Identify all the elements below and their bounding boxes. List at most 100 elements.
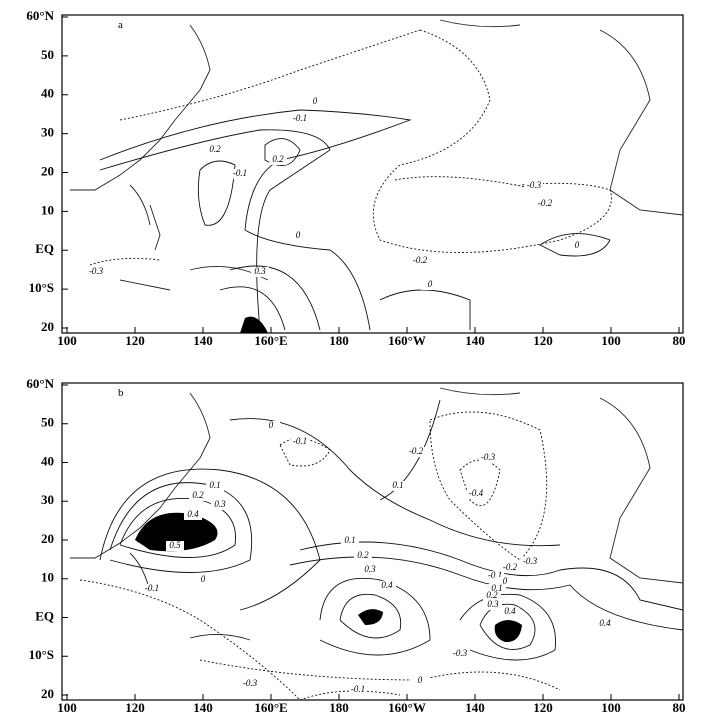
contour-label: -0.2 xyxy=(503,562,518,572)
contour-label: 0.1 xyxy=(209,480,220,490)
x-axis-label: 180 xyxy=(329,700,349,715)
y-axis-label: EQ xyxy=(35,608,54,623)
label-bg xyxy=(206,481,224,491)
contour-label: 0.3 xyxy=(487,599,499,609)
contour-label: -0.3 xyxy=(481,452,496,462)
x-axis-label: 140 xyxy=(193,700,213,715)
panel-label: b xyxy=(118,387,124,399)
label-bg xyxy=(378,581,396,591)
label-bg xyxy=(596,619,614,629)
y-axis-label: 40 xyxy=(41,453,54,468)
x-axis-label: 160°E xyxy=(254,333,287,348)
contour-label: -0.1 xyxy=(145,583,159,593)
x-axis-label: 100 xyxy=(601,333,621,348)
contour-label: 0.4 xyxy=(187,509,199,519)
label-bg xyxy=(306,97,324,107)
y-axis-label: 10 xyxy=(41,202,54,217)
contour-label: 0.2 xyxy=(192,490,204,500)
y-axis-label: 40 xyxy=(41,86,54,101)
x-axis-label: 140 xyxy=(193,333,213,348)
y-axis-label: 60°N xyxy=(26,8,54,23)
label-bg xyxy=(269,155,287,165)
y-axis-label: 50 xyxy=(41,47,54,62)
label-bg xyxy=(486,571,504,581)
contour-label: 0.3 xyxy=(364,564,376,574)
label-bg xyxy=(407,447,425,457)
label-bg xyxy=(536,199,554,209)
x-axis-label: 140 xyxy=(465,333,485,348)
contour-label: 0.4 xyxy=(599,618,611,628)
contour-label: 0 xyxy=(575,240,580,250)
contour-label: 0.2 xyxy=(357,550,369,560)
label-bg xyxy=(194,575,212,585)
contour-label: 0.4 xyxy=(381,580,393,590)
label-bg xyxy=(483,591,501,601)
panel-b-contours xyxy=(70,387,684,701)
y-axis-label: 20 xyxy=(41,163,54,178)
x-axis-label: 120 xyxy=(125,700,145,715)
label-bg xyxy=(349,685,367,695)
contour-label: 0 xyxy=(313,96,318,106)
label-bg xyxy=(289,231,307,241)
contour-label: -0.4 xyxy=(469,488,484,498)
x-axis-label: 100 xyxy=(57,700,77,715)
label-bg xyxy=(496,577,514,587)
label-bg xyxy=(411,676,429,686)
label-bg xyxy=(501,607,519,617)
contour-label: -0.1 xyxy=(488,570,502,580)
contour-label: -0.1 xyxy=(351,684,365,694)
label-bg xyxy=(521,557,539,567)
contour-label: -0.2 xyxy=(413,255,428,265)
contour-label: 0.3 xyxy=(254,266,266,276)
label-bg xyxy=(568,241,586,251)
contour-label: 0 xyxy=(418,675,423,685)
label-bg xyxy=(184,510,202,520)
y-axis-label: 60°N xyxy=(26,376,54,391)
label-bg xyxy=(525,181,543,191)
y-axis-label: EQ xyxy=(35,241,54,256)
y-axis-label: 30 xyxy=(41,492,54,507)
label-bg xyxy=(421,280,439,290)
panel-a-frame xyxy=(61,14,684,334)
y-axis-label: 20 xyxy=(41,686,54,701)
y-axis-label: 20 xyxy=(41,319,54,334)
y-axis-label: 50 xyxy=(41,415,54,430)
contour-label: 0.5 xyxy=(169,540,181,550)
label-bg xyxy=(87,267,105,277)
y-axis-label: 10°S xyxy=(29,647,54,662)
x-axis-label: 140 xyxy=(465,700,485,715)
y-axis-label: 20 xyxy=(41,531,54,546)
y-axis-label: 30 xyxy=(41,125,54,140)
contour-label: 0 xyxy=(503,576,508,586)
label-bg xyxy=(166,541,184,551)
contour-label: 0.4 xyxy=(504,606,516,616)
label-bg xyxy=(389,481,407,491)
contour-label: -0.3 xyxy=(523,556,538,566)
x-axis-label: 100 xyxy=(601,700,621,715)
label-bg xyxy=(451,649,469,659)
contour-label: 0.1 xyxy=(344,535,355,545)
label-bg xyxy=(291,114,309,124)
label-bg xyxy=(361,565,379,575)
contour-label: -0.2 xyxy=(409,446,424,456)
label-bg xyxy=(231,169,249,179)
x-axis-label: 80 xyxy=(673,333,686,348)
label-bg xyxy=(291,437,309,447)
label-bg xyxy=(143,584,161,594)
panel-b-frame xyxy=(61,382,684,701)
label-bg xyxy=(206,145,224,155)
panel-a-contours xyxy=(70,19,684,333)
contour-label: 0.3 xyxy=(214,499,226,509)
contour-label: 0.1 xyxy=(491,583,502,593)
x-axis-label: 80 xyxy=(673,700,686,715)
label-bg xyxy=(341,536,359,546)
label-bg xyxy=(262,421,280,431)
x-axis-label: 100 xyxy=(57,333,77,348)
contour-label: 0 xyxy=(269,420,274,430)
contour-label: 0.1 xyxy=(392,480,403,490)
contour-label: 0.2 xyxy=(486,590,498,600)
label-bg xyxy=(251,267,269,277)
x-axis-label: 160°W xyxy=(388,700,426,715)
x-axis-label: 120 xyxy=(533,700,553,715)
